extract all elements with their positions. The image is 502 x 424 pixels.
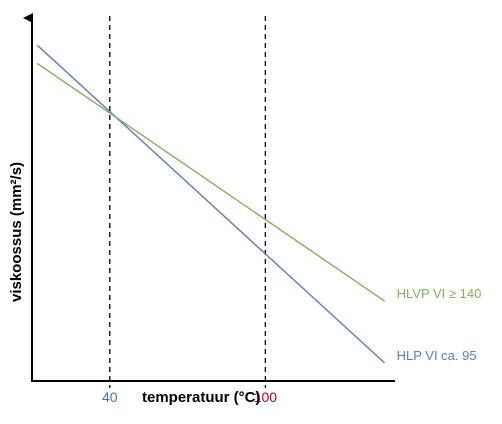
series-line-hlvp [36,62,385,302]
series-label-hlp: HLP VI ca. 95 [397,348,477,363]
y-axis-title: viskoossus (mm²/s) [8,162,25,302]
series-label-hlvp: HLVP VI ≥ 140 [397,286,482,301]
x-axis-title: temperatuur (°C) [142,389,261,406]
series-labels: HLP VI ca. 95 HLVP VI ≥ 140 [397,286,482,363]
x-tick-label-100: 100 [254,389,278,405]
reference-lines [109,16,267,388]
series-lines [36,44,386,364]
x-tick-labels: 40 100 [102,389,277,405]
series-line-hlp [36,44,386,364]
x-tick-label-40: 40 [102,389,118,405]
